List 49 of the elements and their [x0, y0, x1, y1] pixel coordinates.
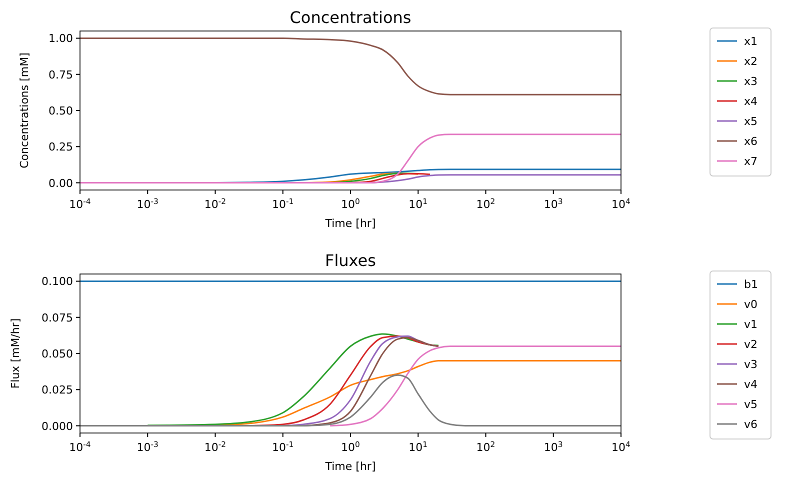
legend-label: x4	[744, 95, 758, 108]
x-tick-label: 10$^{-1}$	[272, 440, 294, 454]
x-tick-label: 10$^{1}$	[408, 440, 428, 454]
y-tick-label: 0.075	[42, 311, 73, 324]
y-tick-label: 0.000	[42, 420, 73, 433]
chart-title: Concentrations	[290, 8, 412, 27]
legend-label: x1	[744, 35, 758, 48]
legend-label: v5	[744, 398, 758, 411]
y-tick-label: 0.25	[48, 140, 73, 154]
legend-label: x7	[744, 155, 758, 168]
chart-title: Fluxes	[325, 251, 376, 270]
x-tick-label: 10$^{1}$	[408, 196, 428, 211]
x-tick-label: 10$^{2}$	[476, 196, 496, 211]
x-tick-label: 10$^{0}$	[341, 196, 360, 211]
y-tick-label: 0.50	[48, 104, 73, 118]
x-tick-label: 10$^{4}$	[612, 440, 631, 454]
legend-label: v0	[744, 298, 758, 311]
x-axis-title: Time [hr]	[324, 217, 376, 230]
x-tick-label: 10$^{-3}$	[136, 440, 159, 454]
x-tick-label: 10$^{0}$	[341, 440, 360, 454]
legend-label: b1	[744, 278, 758, 291]
x-tick-label: 10$^{4}$	[612, 196, 631, 211]
legend-label: v1	[744, 318, 758, 331]
legend-label: v3	[744, 358, 758, 371]
y-axis-title: Flux [mM/hr]	[9, 318, 22, 389]
y-tick-label: 0.025	[42, 384, 73, 397]
legend-label: x3	[744, 75, 758, 88]
x-tick-label: 10$^{2}$	[476, 440, 496, 454]
x-tick-label: 10$^{-4}$	[69, 440, 91, 454]
x-tick-label: 10$^{-2}$	[204, 440, 226, 454]
x-axis-title: Time [hr]	[324, 460, 376, 473]
legend-label: v6	[744, 418, 758, 431]
y-tick-label: 1.00	[48, 32, 73, 46]
x-tick-label: 10$^{-4}$	[69, 196, 91, 211]
x-tick-label: 10$^{-1}$	[272, 196, 294, 211]
x-tick-label: 10$^{-3}$	[136, 196, 159, 211]
y-axis-title: Concentrations [mM]	[18, 52, 31, 168]
y-tick-label: 0.100	[42, 275, 73, 288]
x-tick-label: 10$^{3}$	[544, 196, 563, 211]
legend-label: x2	[744, 55, 758, 68]
y-tick-label: 0.050	[42, 348, 73, 360]
x-tick-label: 10$^{3}$	[544, 440, 563, 454]
y-tick-label: 0.00	[48, 176, 73, 190]
x-tick-label: 10$^{-2}$	[204, 196, 226, 211]
legend-label: x6	[744, 135, 758, 148]
y-tick-label: 0.75	[48, 68, 73, 82]
legend-label: v4	[744, 378, 758, 391]
legend-label: v2	[744, 338, 758, 351]
legend-label: x5	[744, 115, 758, 128]
